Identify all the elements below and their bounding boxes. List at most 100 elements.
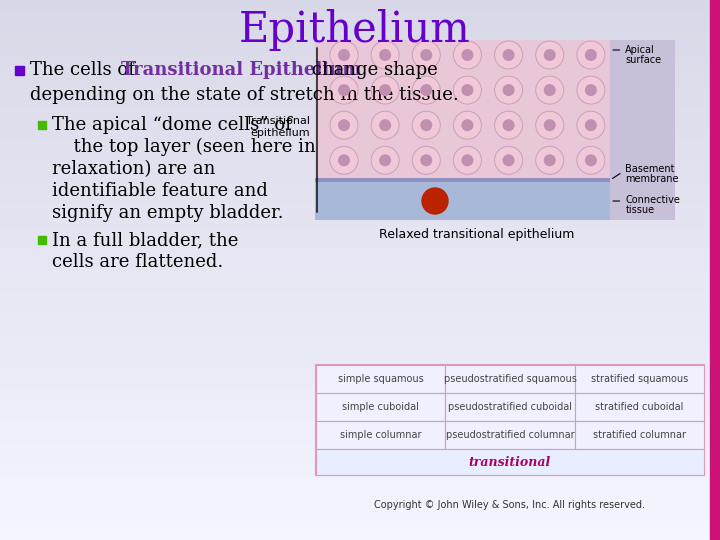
Circle shape [330,41,358,69]
Bar [0,129,720,140]
Circle shape [577,76,605,104]
Bar [710,0,720,540]
Bar [0,399,720,410]
Circle shape [330,146,358,174]
Text: transitional: transitional [469,456,551,469]
Bar [575,421,704,449]
Bar [0,172,720,184]
Circle shape [379,154,391,166]
Bar [0,388,720,400]
Circle shape [454,41,482,69]
Text: stratified squamous: stratified squamous [590,374,688,384]
Circle shape [420,119,432,131]
Bar [0,215,720,227]
Bar [38,121,46,129]
Bar [0,528,720,540]
Text: membrane: membrane [626,174,679,184]
Bar [0,21,720,32]
Bar [0,237,720,248]
Text: change shape: change shape [306,61,438,79]
Bar [0,204,720,216]
Circle shape [371,111,399,139]
Bar [0,442,720,454]
Circle shape [420,84,432,96]
Text: epithelium: epithelium [251,128,310,138]
Bar [0,334,720,346]
Circle shape [544,119,556,131]
Bar [0,96,720,108]
Bar [0,453,720,464]
Text: The cells of: The cells of [30,61,140,79]
Bar [0,463,720,475]
Bar [0,280,720,292]
Circle shape [338,119,350,131]
Circle shape [503,49,515,61]
Bar [0,366,720,378]
Bar [315,40,611,180]
Bar [0,269,720,281]
Bar [316,421,446,449]
Bar [0,10,720,22]
Circle shape [585,49,597,61]
Text: Copyright © John Wiley & Sons, Inc. All rights reserved.: Copyright © John Wiley & Sons, Inc. All … [374,500,646,510]
Circle shape [585,84,597,96]
Bar [0,420,720,432]
Bar [0,226,720,238]
Bar [0,507,720,518]
Bar [0,0,720,11]
Text: the top layer (seen here in: the top layer (seen here in [62,138,316,156]
Circle shape [338,49,350,61]
Bar [0,183,720,194]
Bar [0,496,720,508]
Bar [0,31,720,43]
Circle shape [454,146,482,174]
Circle shape [495,41,523,69]
Circle shape [420,49,432,61]
Bar [0,355,720,367]
Circle shape [330,111,358,139]
Circle shape [422,188,448,214]
Bar [0,345,720,356]
Bar [0,377,720,389]
Bar [0,517,720,529]
Circle shape [503,119,515,131]
Bar [446,421,575,449]
Text: surface: surface [626,55,662,65]
Circle shape [462,154,474,166]
Text: simple columnar: simple columnar [340,430,421,440]
Text: simple squamous: simple squamous [338,374,423,384]
Circle shape [338,154,350,166]
Circle shape [413,76,441,104]
Circle shape [495,76,523,104]
Bar [0,474,720,486]
Circle shape [413,41,441,69]
Bar [0,139,720,151]
Circle shape [330,76,358,104]
Text: simple cuboidal: simple cuboidal [342,402,419,412]
Bar [316,393,446,421]
Text: Transitional: Transitional [246,116,310,126]
Bar [0,75,720,86]
Bar [575,365,704,393]
Bar [315,178,611,182]
Bar [446,365,575,393]
Text: stratified cuboidal: stratified cuboidal [595,402,683,412]
Text: pseudostratified squamous: pseudostratified squamous [444,374,577,384]
Bar [315,40,675,220]
Text: Apical: Apical [626,45,655,55]
Text: pseudostratified columnar: pseudostratified columnar [446,430,575,440]
Circle shape [503,84,515,96]
Bar [575,393,704,421]
Bar [0,409,720,421]
Circle shape [503,154,515,166]
Circle shape [585,154,597,166]
Bar [38,236,46,244]
Text: The apical “dome cells” of: The apical “dome cells” of [52,116,292,134]
Bar [0,85,720,97]
Bar [0,258,720,270]
Text: stratified columnar: stratified columnar [593,430,686,440]
Text: In a full bladder, the: In a full bladder, the [52,231,238,249]
Circle shape [454,111,482,139]
Bar [0,118,720,130]
Bar [0,42,720,54]
